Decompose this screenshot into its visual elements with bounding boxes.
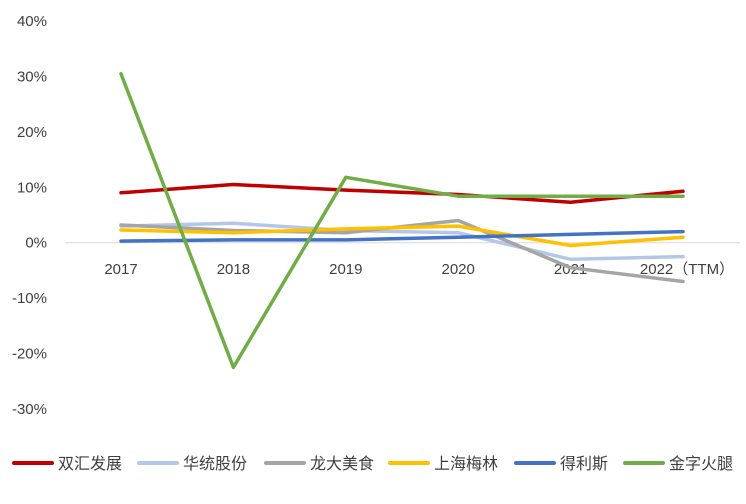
series-line-1: [119, 221, 685, 262]
x-tick-label: 2019: [329, 261, 362, 278]
x-tick-label: 2018: [217, 261, 250, 278]
y-tick-label: -30%: [12, 401, 47, 418]
x-tick-label: 2022（TTM）: [640, 261, 734, 278]
legend-label: 上海梅林: [434, 454, 498, 473]
x-axis-ticks: 2017 2018 2019 2020 2021 2022（TTM）: [104, 261, 734, 278]
series-lines: [119, 71, 685, 370]
y-tick-label: 10%: [17, 179, 47, 196]
y-axis-ticks: -30% -20% -10% 0% 10% 20% 30% 40%: [12, 13, 47, 418]
y-tick-label: 40%: [17, 13, 47, 30]
legend: 双汇发展 华统股份 龙大美食 上海梅林 得利斯 金字火腿: [12, 454, 733, 473]
y-tick-label: 30%: [17, 68, 47, 85]
series-line-3: [119, 224, 685, 248]
x-tick-label: 2017: [104, 261, 137, 278]
legend-label: 金字火腿: [669, 454, 733, 473]
x-tick-label: 2020: [442, 261, 475, 278]
series-line-5: [119, 71, 685, 370]
legend-label: 双汇发展: [58, 454, 122, 473]
series-line-2: [119, 218, 685, 284]
legend-label: 华统股份: [183, 454, 247, 473]
y-tick-label: -20%: [12, 346, 47, 363]
legend-label: 得利斯: [560, 454, 608, 473]
legend-label: 龙大美食: [310, 454, 374, 473]
series-line-4: [119, 229, 685, 243]
y-tick-label: -10%: [12, 290, 47, 307]
y-tick-label: 20%: [17, 124, 47, 141]
y-tick-label: 0%: [25, 235, 47, 252]
series-line-0: [119, 182, 685, 205]
